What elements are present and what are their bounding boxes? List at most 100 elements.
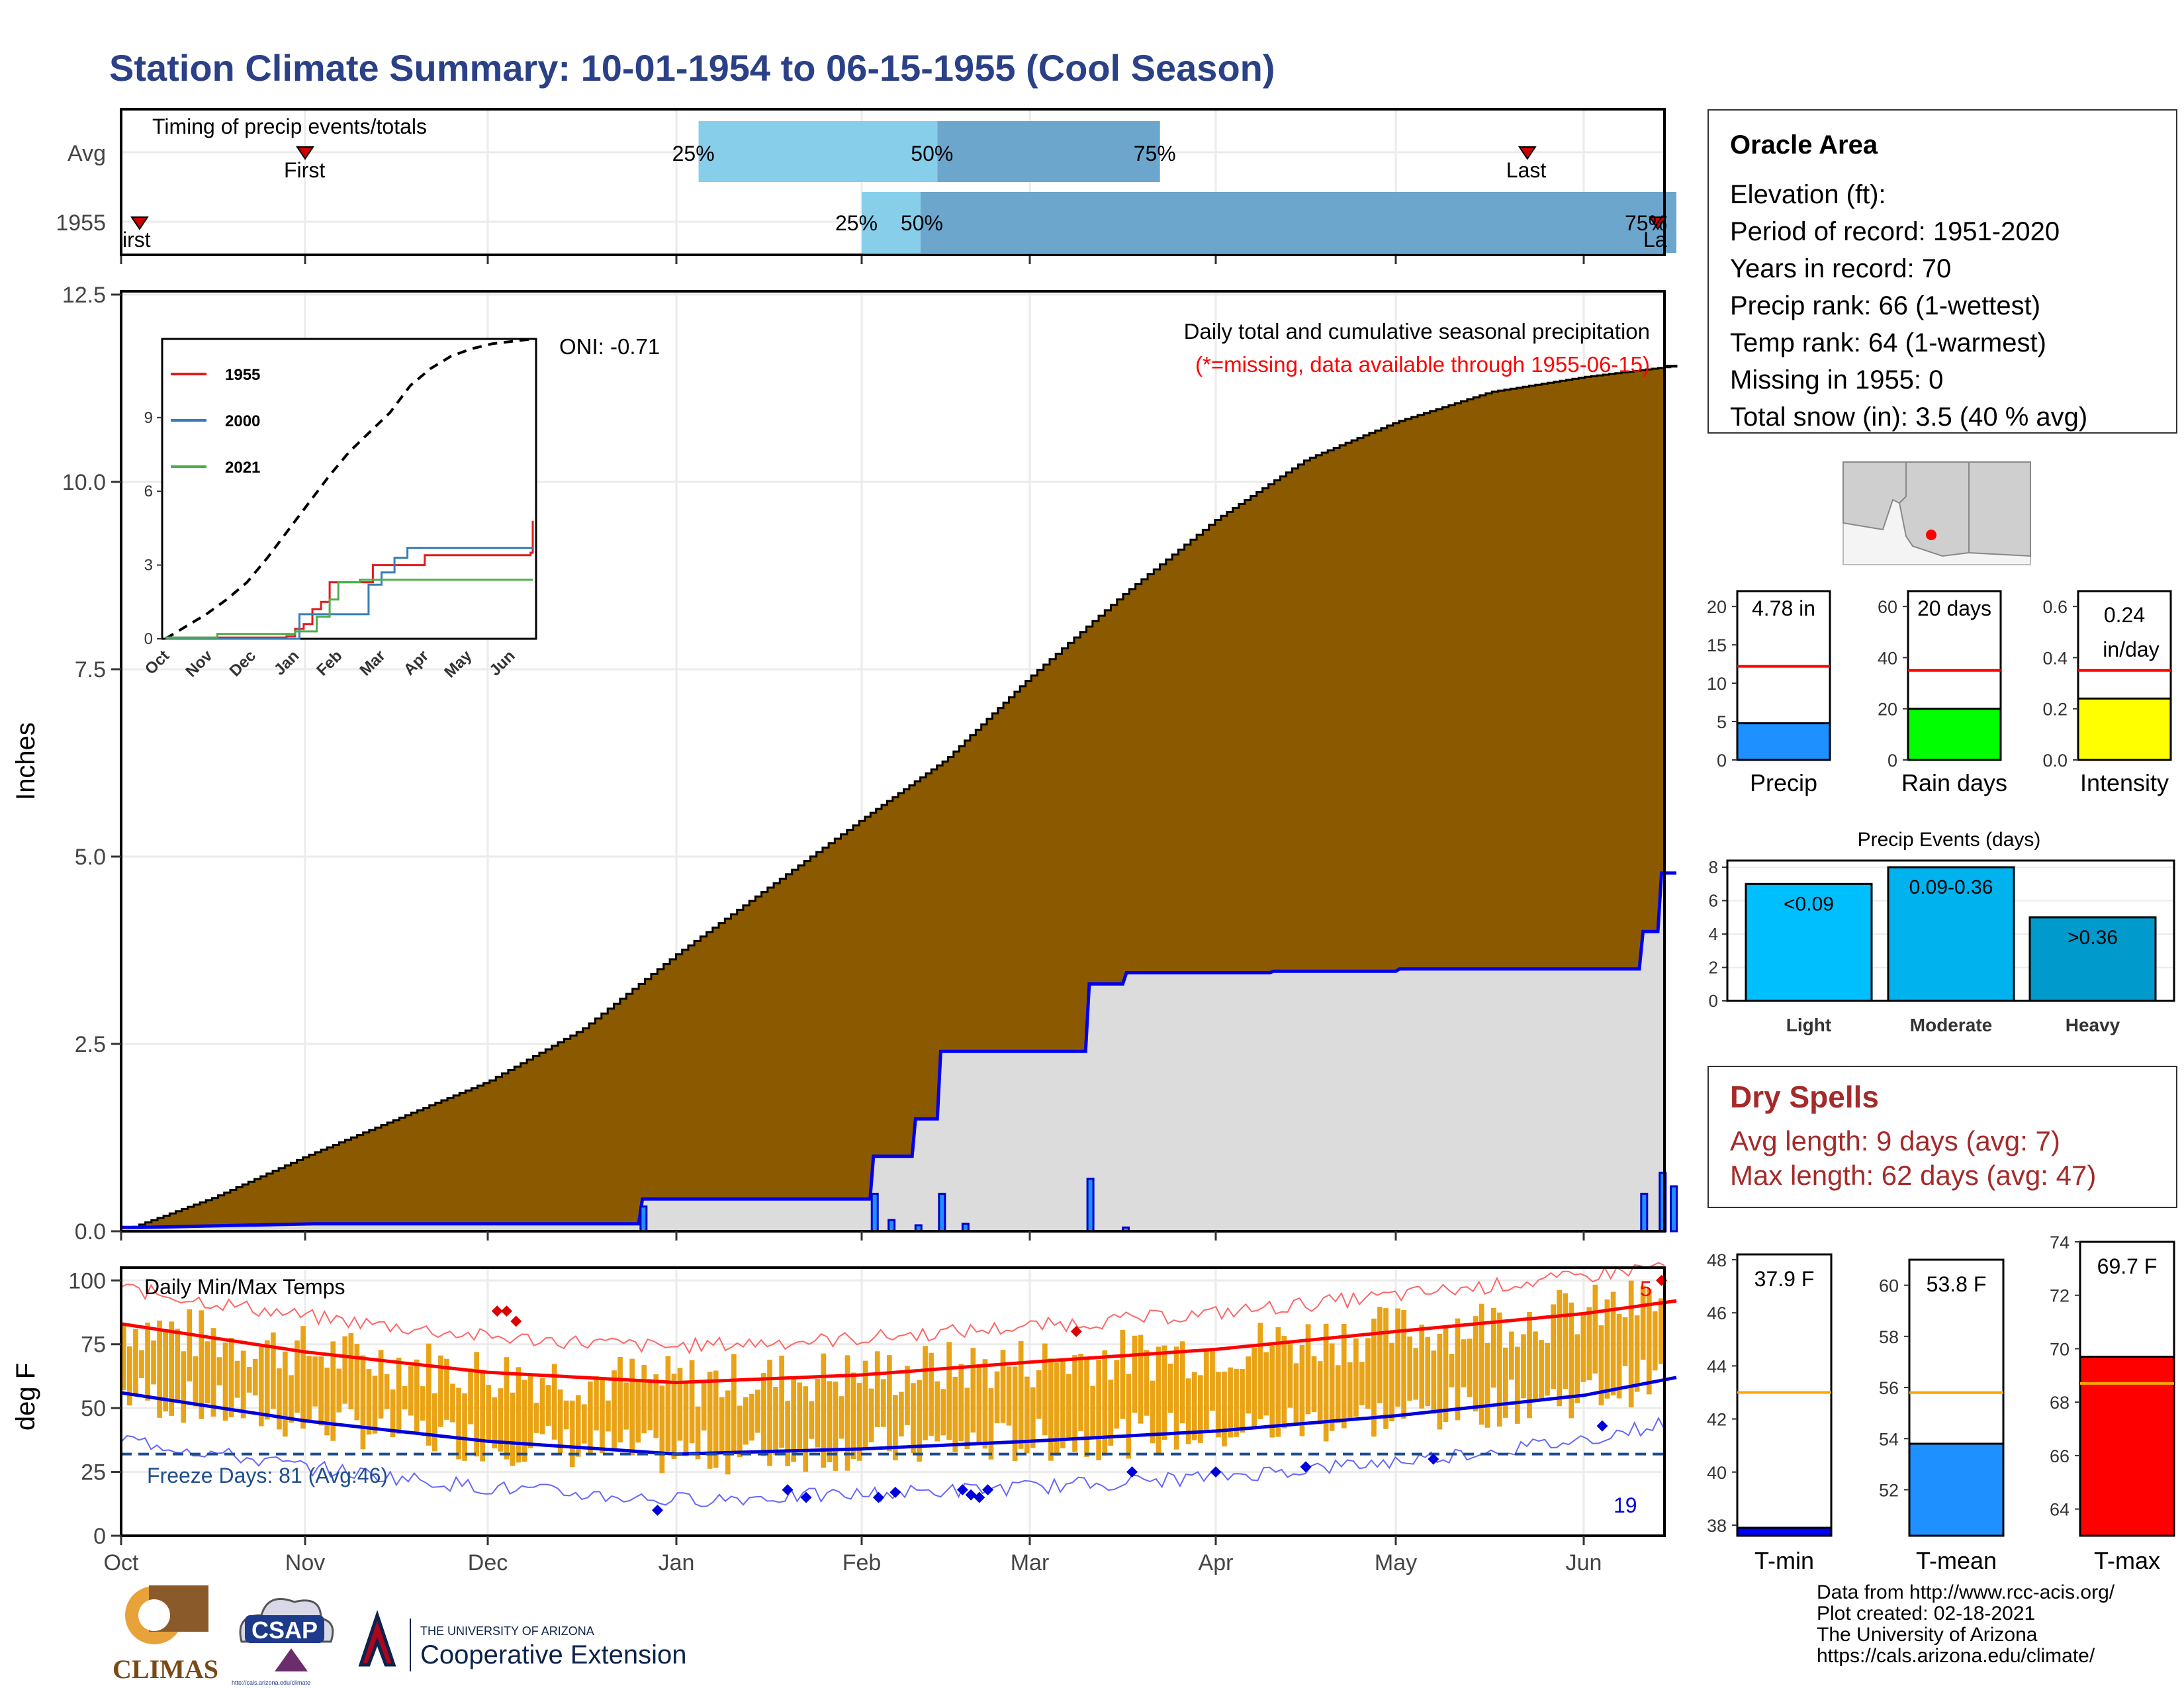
record-high-marker xyxy=(1070,1325,1082,1337)
daily-temp-bar xyxy=(606,1400,611,1432)
daily-temp-bar xyxy=(1604,1299,1610,1399)
freeze-days-label: Freeze Days: 81 (Avg:46) xyxy=(147,1464,388,1487)
station-name: Oracle Area xyxy=(1730,130,1878,160)
dry-spells-box: Dry Spells Avg length: 9 days (avg: 7) M… xyxy=(1707,1066,2177,1208)
info-line: Temp rank: 64 (1-warmest) xyxy=(1730,328,2046,357)
csap-logo[interactable]: CSAP http://cals.arizona.edu/climate xyxy=(232,1598,334,1686)
climas-logo[interactable]: CLIMAS xyxy=(113,1585,218,1684)
avg-p25-label: 25% xyxy=(672,142,715,165)
summary-tick: 0 xyxy=(1717,751,1727,771)
daily-temp-bar xyxy=(1484,1342,1490,1428)
tempbar-value-label: 53.8 F xyxy=(1927,1272,1987,1296)
location-map xyxy=(1843,461,2031,565)
daily-temp-bar xyxy=(940,1389,946,1436)
summary-name-label: Intensity xyxy=(2080,769,2169,796)
daily-temp-bar xyxy=(1216,1372,1221,1438)
daily-temp-bar xyxy=(139,1350,144,1378)
events-tick: 0 xyxy=(1709,991,1718,1011)
record-low-marker xyxy=(1126,1466,1138,1478)
daily-temp-bar xyxy=(432,1393,437,1452)
inset-legend-label: 2000 xyxy=(225,412,260,430)
daily-temp-bar xyxy=(163,1330,168,1412)
inset-series-2021 xyxy=(165,579,533,639)
summary-name-label: Precip xyxy=(1750,769,1817,796)
daily-temp-bar xyxy=(1024,1376,1030,1454)
daily-temp-bar xyxy=(1246,1356,1251,1414)
summary-bar-charts: 0 5 10 15 20 4.78 in Precip 0 20 40 60 20 days Rain … xyxy=(1707,590,2172,796)
daily-temp-bar xyxy=(354,1344,360,1421)
events-tick: 2 xyxy=(1709,958,1718,978)
daily-temp-bar xyxy=(1437,1333,1443,1430)
daily-temp-bar xyxy=(289,1375,294,1423)
summary-tick: 20 xyxy=(1878,700,1897,720)
precip-events-chart: Precip Events (days) 0 2 4 6 8 <0.09 Light 0.09-… xyxy=(1709,829,2175,1035)
daily-temp-bar xyxy=(408,1366,414,1416)
record-low-marker xyxy=(974,1491,985,1503)
tempbar-tick: 52 xyxy=(1879,1481,1899,1501)
data-source-footer: Data from http://www.rcc-acis.org/ Plot … xyxy=(1817,1582,2115,1667)
daily-precip-bar xyxy=(870,1192,879,1233)
tempbar-tick: 66 xyxy=(2050,1446,2070,1466)
tempbar-tick: 64 xyxy=(2050,1500,2070,1520)
daily-temp-bar xyxy=(1161,1345,1167,1440)
event-category-label: Heavy xyxy=(2066,1015,2120,1035)
avg-last-marker xyxy=(1518,146,1537,160)
daily-temp-bar xyxy=(205,1341,210,1404)
daily-temp-bar xyxy=(258,1346,264,1427)
daily-temp-bar xyxy=(1359,1362,1365,1405)
events-tick: 4 xyxy=(1709,924,1718,944)
daily-temp-bar xyxy=(175,1329,180,1402)
daily-temp-bar xyxy=(653,1374,659,1438)
event-bar xyxy=(1887,866,2015,1002)
daily-temp-bar xyxy=(444,1358,449,1420)
daily-temp-bar xyxy=(1371,1319,1377,1437)
csap-logo-text: CSAP xyxy=(251,1617,318,1644)
daily-temp-bar xyxy=(1240,1368,1245,1433)
university-of-arizona-logo[interactable]: THE UNIVERSITY OF ARIZONA Cooperative Ex… xyxy=(358,1610,686,1671)
daily-temp-bar xyxy=(1036,1370,1042,1419)
daily-temp-bar xyxy=(1299,1345,1305,1436)
daily-temp-bar xyxy=(1311,1356,1317,1413)
daily-temp-bar xyxy=(360,1355,366,1450)
daily-temp-bar xyxy=(707,1372,713,1469)
daily-temp-bar xyxy=(372,1376,378,1434)
daily-temp-bar xyxy=(1060,1360,1066,1448)
daily-temp-bar xyxy=(539,1378,545,1434)
precip-header: Daily total and cumulative seasonal prec… xyxy=(1184,319,1650,344)
daily-temp-bar xyxy=(1173,1346,1179,1450)
daily-temp-bar xyxy=(850,1372,856,1459)
avg-first-label: First xyxy=(284,158,325,182)
daily-temp-bar xyxy=(1616,1313,1622,1399)
daily-temp-bar xyxy=(1257,1323,1263,1419)
summary-tick: 20 xyxy=(1707,597,1727,617)
daily-temp-bar xyxy=(228,1338,234,1417)
record-low-marker xyxy=(982,1484,993,1496)
daily-temp-bar xyxy=(1527,1312,1532,1419)
daily-temp-bar xyxy=(1042,1343,1048,1436)
record-high-count: 5 xyxy=(1640,1277,1652,1301)
daily-temp-bar xyxy=(420,1386,426,1421)
month-label: Apr xyxy=(1199,1550,1234,1575)
daily-temp-bar xyxy=(1551,1304,1556,1389)
y1955-p50-label: 50% xyxy=(901,211,943,235)
daily-temp-bar xyxy=(749,1393,754,1441)
daily-temp-bar xyxy=(671,1374,677,1459)
summary-name-label: Rain days xyxy=(1901,769,2007,796)
daily-temp-bar xyxy=(575,1395,581,1457)
daily-temp-bar xyxy=(862,1360,868,1449)
daily-temp-bar xyxy=(1490,1307,1496,1388)
daily-temp-bar xyxy=(1347,1362,1353,1420)
daily-temp-bar xyxy=(659,1385,665,1474)
daily-temp-bar xyxy=(779,1355,784,1448)
daily-temp-bar xyxy=(300,1326,306,1429)
daily-temp-bar xyxy=(563,1400,569,1430)
summary-tick: 0.0 xyxy=(2042,751,2068,771)
daily-temp-bar xyxy=(1563,1293,1568,1389)
daily-temp-bar xyxy=(755,1389,760,1433)
daily-temp-bar xyxy=(1592,1284,1598,1374)
temps-y-axis-title: deg F xyxy=(11,1363,40,1430)
y-tick-label: 100 xyxy=(68,1268,106,1293)
daily-temp-bar xyxy=(1102,1350,1108,1456)
tempbar-tick: 72 xyxy=(2050,1286,2070,1306)
daily-temp-bar xyxy=(295,1340,300,1413)
